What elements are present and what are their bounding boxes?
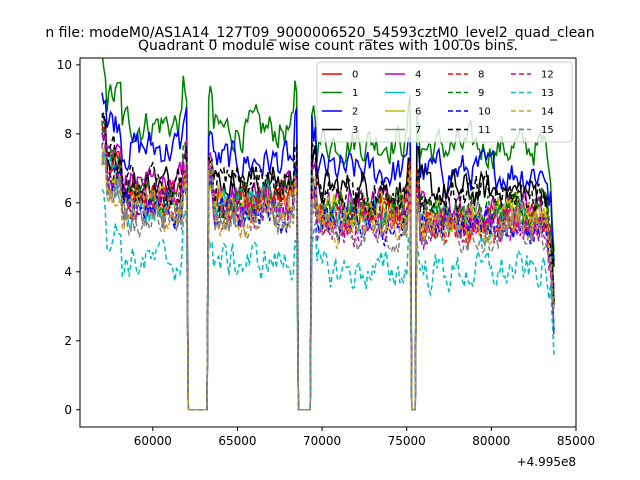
series-15-line — [101, 144, 555, 411]
y-tick-label: 0 — [64, 403, 72, 417]
legend-label-0: 0 — [352, 70, 358, 81]
y-tick-label: 2 — [64, 334, 72, 348]
y-tick-label: 6 — [64, 196, 72, 210]
legend-label-8: 8 — [478, 70, 484, 81]
legend-label-9: 9 — [478, 88, 484, 99]
legend-label-4: 4 — [415, 70, 421, 81]
legend-label-10: 10 — [478, 107, 491, 118]
x-tick-label: 75000 — [388, 434, 426, 448]
y-tick-label: 10 — [57, 58, 72, 72]
series-14-line — [101, 147, 555, 411]
x-tick-label: 70000 — [303, 434, 341, 448]
legend-label-5: 5 — [415, 88, 421, 99]
legend-box — [316, 61, 573, 143]
series-1-line — [101, 58, 555, 411]
y-tick-label: 8 — [64, 127, 72, 141]
series-11-line — [101, 112, 555, 411]
series-13-line — [101, 188, 555, 411]
x-tick-label: 60000 — [134, 434, 172, 448]
y-tick-label: 4 — [64, 265, 72, 279]
x-tick-label: 85000 — [557, 434, 595, 448]
legend-label-2: 2 — [352, 107, 358, 118]
x-offset-label: +4.995e8 — [517, 455, 576, 469]
chart-suptitle: n file: modeM0/AS1A14_127T09_9000006520_… — [45, 25, 594, 41]
series-2-line — [101, 92, 555, 411]
x-tick-label: 80000 — [472, 434, 510, 448]
legend-label-13: 13 — [541, 88, 554, 99]
legend-label-11: 11 — [478, 125, 491, 136]
legend-label-7: 7 — [415, 125, 421, 136]
axes-frame — [79, 57, 577, 428]
legend-label-12: 12 — [541, 70, 554, 81]
legend-label-3: 3 — [352, 125, 358, 136]
chart-title: Quadrant 0 module wise count rates with … — [138, 38, 518, 54]
x-tick-label: 65000 — [218, 434, 256, 448]
series-12-line — [101, 130, 555, 411]
legend-label-1: 1 — [352, 88, 358, 99]
legend-label-15: 15 — [541, 125, 554, 136]
legend-label-14: 14 — [541, 107, 554, 118]
plot-area — [79, 57, 577, 428]
legend-label-6: 6 — [415, 107, 421, 118]
